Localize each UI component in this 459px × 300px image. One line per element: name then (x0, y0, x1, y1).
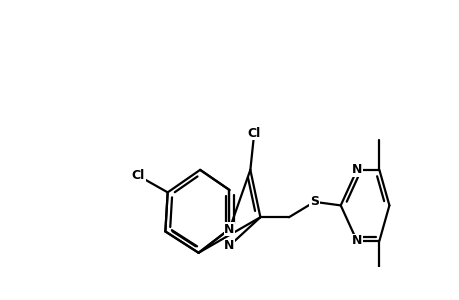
Text: N: N (224, 223, 234, 236)
Text: S: S (309, 195, 318, 208)
Text: Cl: Cl (247, 127, 260, 140)
Text: N: N (224, 239, 234, 252)
Text: Cl: Cl (131, 169, 145, 182)
Text: N: N (351, 234, 361, 248)
Text: N: N (351, 164, 361, 176)
